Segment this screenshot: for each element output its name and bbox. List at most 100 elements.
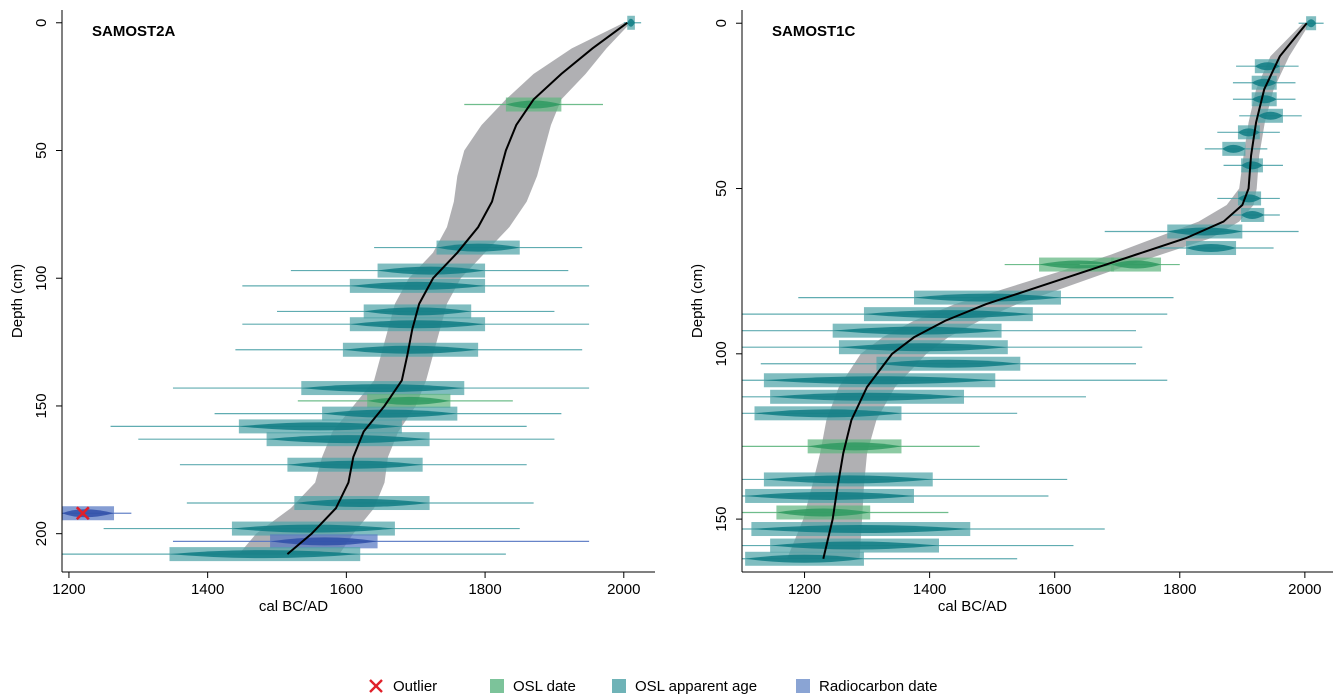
date-probability <box>349 281 486 290</box>
age-model-mean-line <box>822 22 1308 560</box>
x-tick-label: 2000 <box>1288 581 1321 598</box>
date-probability <box>367 396 451 405</box>
x-tick-label: 2000 <box>607 581 640 598</box>
date-probability <box>1186 244 1237 253</box>
date-probability <box>1167 227 1243 236</box>
date-probability <box>1251 95 1277 104</box>
date-osl-apparent-11 <box>110 419 527 434</box>
date-osl-apparent-4 <box>242 278 590 293</box>
x-tick-label: 1200 <box>52 581 85 598</box>
date-probability <box>807 442 902 451</box>
date-osl-apparent-0 <box>1298 16 1324 31</box>
date-osl-date-1 <box>464 97 603 112</box>
legend-outlier-icon <box>369 679 383 693</box>
x-tick-label: 1800 <box>1163 581 1196 598</box>
date-probability <box>770 392 965 401</box>
date-osl-apparent-13 <box>179 457 527 472</box>
date-radiocarbon-15 <box>62 506 132 521</box>
y-axis-title: Depth (cm) <box>9 264 26 338</box>
legend-label: Outlier <box>393 678 437 695</box>
date-probability <box>270 537 378 546</box>
x-axis-title: cal BC/AD <box>259 598 328 615</box>
date-osl-apparent-7 <box>1223 158 1283 173</box>
date-osl-apparent-3 <box>1232 92 1296 107</box>
date-osl-apparent-3 <box>290 263 569 278</box>
plot-area <box>742 16 1324 566</box>
date-osl-apparent-8 <box>1217 191 1280 206</box>
legend-item-osl-date: OSL date <box>490 678 576 695</box>
date-osl-apparent-17 <box>742 340 1143 355</box>
date-probability <box>745 491 914 500</box>
legend-item-outlier: Outlier <box>369 678 437 695</box>
date-probability <box>913 293 1061 302</box>
legend-swatch <box>612 679 626 693</box>
date-probability <box>1241 161 1263 170</box>
date-osl-apparent-10 <box>1104 224 1299 239</box>
y-tick-label: 150 <box>713 507 730 532</box>
date-probability <box>62 509 115 518</box>
date-probability <box>287 460 423 469</box>
date-probability <box>776 508 871 517</box>
date-probability <box>1039 260 1115 269</box>
date-probability <box>754 409 902 418</box>
legend-item-radiocarbon-date: Radiocarbon date <box>796 678 937 695</box>
date-probability <box>505 100 562 109</box>
date-probability <box>231 524 395 533</box>
date-osl-apparent-18 <box>760 356 1136 371</box>
y-tick-label: 50 <box>33 142 50 159</box>
date-osl-apparent-4 <box>1239 108 1302 123</box>
date-osl-apparent-2 <box>374 240 583 255</box>
panel-title: SAMOST2A <box>92 23 176 40</box>
date-osl-apparent-21 <box>742 406 1018 421</box>
date-osl-apparent-16 <box>103 521 520 536</box>
legend-swatch <box>796 679 810 693</box>
date-probability <box>377 266 486 275</box>
date-probability <box>1306 19 1317 28</box>
date-probability <box>169 550 361 559</box>
date-osl-apparent-10 <box>214 406 562 421</box>
date-probability <box>322 409 458 418</box>
date-osl-apparent-11 <box>1154 241 1274 256</box>
date-osl-apparent-5 <box>1217 125 1280 140</box>
date-osl-apparent-16 <box>742 323 1136 338</box>
date-probability <box>266 435 430 444</box>
date-probability <box>763 475 933 484</box>
date-osl-date-25 <box>742 505 949 520</box>
x-tick-label: 1400 <box>191 581 224 598</box>
date-probability <box>294 499 430 508</box>
x-tick-label: 1600 <box>330 581 363 598</box>
date-probability <box>349 320 486 329</box>
legend-label: OSL date <box>513 678 576 695</box>
y-tick-label: 100 <box>33 266 50 291</box>
date-probability <box>1251 78 1277 87</box>
date-osl-date-13 <box>1079 257 1180 272</box>
date-osl-apparent-2 <box>1232 75 1296 90</box>
date-osl-apparent-5 <box>277 304 555 319</box>
date-probability <box>1241 210 1265 219</box>
date-osl-apparent-6 <box>242 317 590 332</box>
legend-label: OSL apparent age <box>635 678 757 695</box>
legend-swatch <box>490 679 504 693</box>
legend: Outlier OSL date OSL apparent age Radiocarb… <box>369 678 937 695</box>
date-probability <box>1222 144 1246 153</box>
date-probability <box>770 541 939 550</box>
plot-area <box>62 15 642 562</box>
panel-title: SAMOST1C <box>772 23 856 40</box>
date-probability <box>627 18 635 27</box>
date-osl-apparent-15 <box>742 307 1168 322</box>
date-probability <box>238 422 402 431</box>
chart-panel-samost2a: 1200 1400 1600 1800 2000 0 50 100 150 200 cal BC/A… <box>9 10 655 615</box>
date-radiocarbon-17 <box>172 534 590 549</box>
y-tick-label: 0 <box>33 19 50 27</box>
legend-item-osl-apparent-age: OSL apparent age <box>612 678 757 695</box>
date-osl-apparent-12 <box>138 432 555 447</box>
date-osl-apparent-20 <box>742 389 1086 404</box>
date-osl-apparent-14 <box>798 290 1174 305</box>
date-osl-apparent-1 <box>1236 59 1299 74</box>
date-probability <box>863 310 1033 319</box>
date-osl-date-9 <box>297 393 513 408</box>
date-osl-apparent-6 <box>1204 141 1268 156</box>
date-osl-apparent-8 <box>172 381 590 396</box>
age-model-mean-line <box>286 21 628 555</box>
